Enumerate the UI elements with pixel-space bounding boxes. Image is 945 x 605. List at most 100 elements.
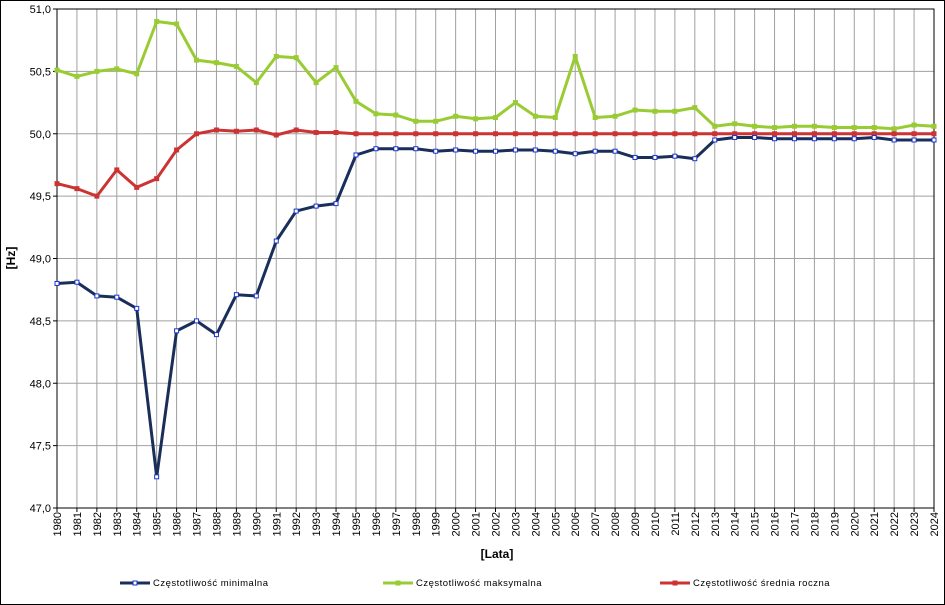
data-point: [811, 131, 817, 137]
x-tick-label: 1991: [271, 512, 283, 536]
data-point: [453, 147, 459, 153]
data-point: [174, 21, 180, 27]
x-tick-label: 1996: [371, 512, 383, 536]
y-tick-label: 49,5: [30, 191, 51, 203]
x-tick-label: 1984: [132, 512, 144, 536]
data-point: [293, 55, 299, 61]
x-tick-label: 2023: [909, 512, 921, 536]
data-point: [114, 167, 120, 173]
x-tick-label: 1988: [211, 512, 223, 536]
data-point: [493, 131, 498, 137]
data-point: [413, 146, 419, 152]
data-point: [333, 130, 339, 136]
x-tick-label: 2008: [610, 512, 622, 536]
x-tick-label: 2020: [849, 512, 861, 536]
data-point: [134, 71, 140, 77]
data-point: [393, 146, 399, 152]
data-point: [851, 131, 857, 137]
data-point: [752, 123, 758, 129]
data-point: [692, 156, 698, 162]
data-point: [652, 131, 658, 137]
data-point: [552, 131, 558, 137]
data-point: [273, 238, 279, 244]
data-point: [732, 121, 738, 127]
data-point: [273, 132, 279, 138]
x-tick-label: 2012: [690, 512, 702, 536]
data-point: [911, 131, 917, 137]
legend-marker: [395, 580, 401, 586]
data-point: [791, 131, 797, 137]
data-point: [931, 123, 937, 129]
data-point: [313, 130, 319, 136]
data-point: [712, 123, 718, 129]
data-point: [473, 116, 479, 122]
data-point: [712, 137, 718, 143]
data-point: [74, 186, 80, 192]
x-tick-label: 1980: [52, 512, 64, 536]
data-point: [373, 131, 379, 137]
data-point: [353, 152, 359, 158]
x-tick-label: 2018: [809, 512, 821, 536]
y-tick-label: 51,0: [30, 4, 51, 16]
data-point: [493, 115, 498, 121]
data-point: [811, 136, 817, 142]
data-point: [652, 108, 658, 114]
data-point: [194, 318, 200, 324]
data-point: [732, 134, 738, 140]
y-tick-label: 47,0: [30, 503, 51, 515]
x-tick-label: 2017: [789, 512, 801, 536]
data-point: [74, 279, 80, 285]
data-point: [772, 136, 778, 142]
data-point: [134, 184, 140, 190]
data-point: [174, 328, 180, 334]
data-point: [433, 148, 439, 154]
y-tick-label: 48,5: [30, 316, 51, 328]
data-point: [54, 181, 60, 187]
data-point: [572, 131, 578, 137]
data-point: [931, 137, 937, 143]
y-axis-title: [Hz]: [4, 247, 18, 270]
x-tick-label: 1982: [92, 512, 104, 536]
data-point: [592, 115, 598, 121]
data-point: [253, 293, 259, 299]
y-tick-label: 47,5: [30, 441, 51, 453]
data-point: [114, 294, 120, 300]
data-point: [692, 131, 698, 137]
x-tick-label: 2002: [491, 512, 503, 536]
x-tick-label: 1983: [112, 512, 124, 536]
x-tick-label: 2009: [630, 512, 642, 536]
data-point: [612, 131, 618, 137]
data-point: [473, 148, 479, 154]
data-point: [672, 108, 678, 114]
y-axis-ticks: 47,0 47,5 48,0 48,5 49,0 49,5 50,0 50,5 51,0: [30, 4, 57, 515]
data-point: [493, 148, 498, 154]
data-point: [174, 147, 180, 153]
y-tick-label: 48,0: [30, 378, 51, 390]
data-point: [592, 131, 598, 137]
data-point: [552, 148, 558, 154]
data-point: [453, 131, 459, 137]
x-tick-label: 1990: [251, 512, 263, 536]
x-tick-label: 1999: [431, 512, 443, 536]
legend-item: Częstotliwość minimalna: [120, 578, 268, 589]
data-point: [154, 176, 160, 182]
legend-label: Częstotliwość maksymalna: [416, 578, 542, 589]
data-point: [891, 131, 897, 137]
data-point: [233, 63, 239, 69]
data-point: [632, 154, 638, 160]
data-point: [433, 118, 439, 124]
data-point: [154, 18, 160, 24]
data-point: [313, 80, 319, 86]
data-point: [612, 113, 618, 119]
legend-marker: [132, 580, 138, 586]
data-point: [831, 131, 837, 137]
data-point: [393, 131, 399, 137]
x-tick-label: 1981: [72, 512, 84, 536]
data-point: [333, 65, 339, 71]
data-point: [293, 127, 299, 133]
data-point: [752, 134, 758, 140]
x-tick-label: 1994: [331, 512, 343, 536]
y-tick-label: 50,5: [30, 66, 51, 78]
data-point: [692, 105, 698, 111]
